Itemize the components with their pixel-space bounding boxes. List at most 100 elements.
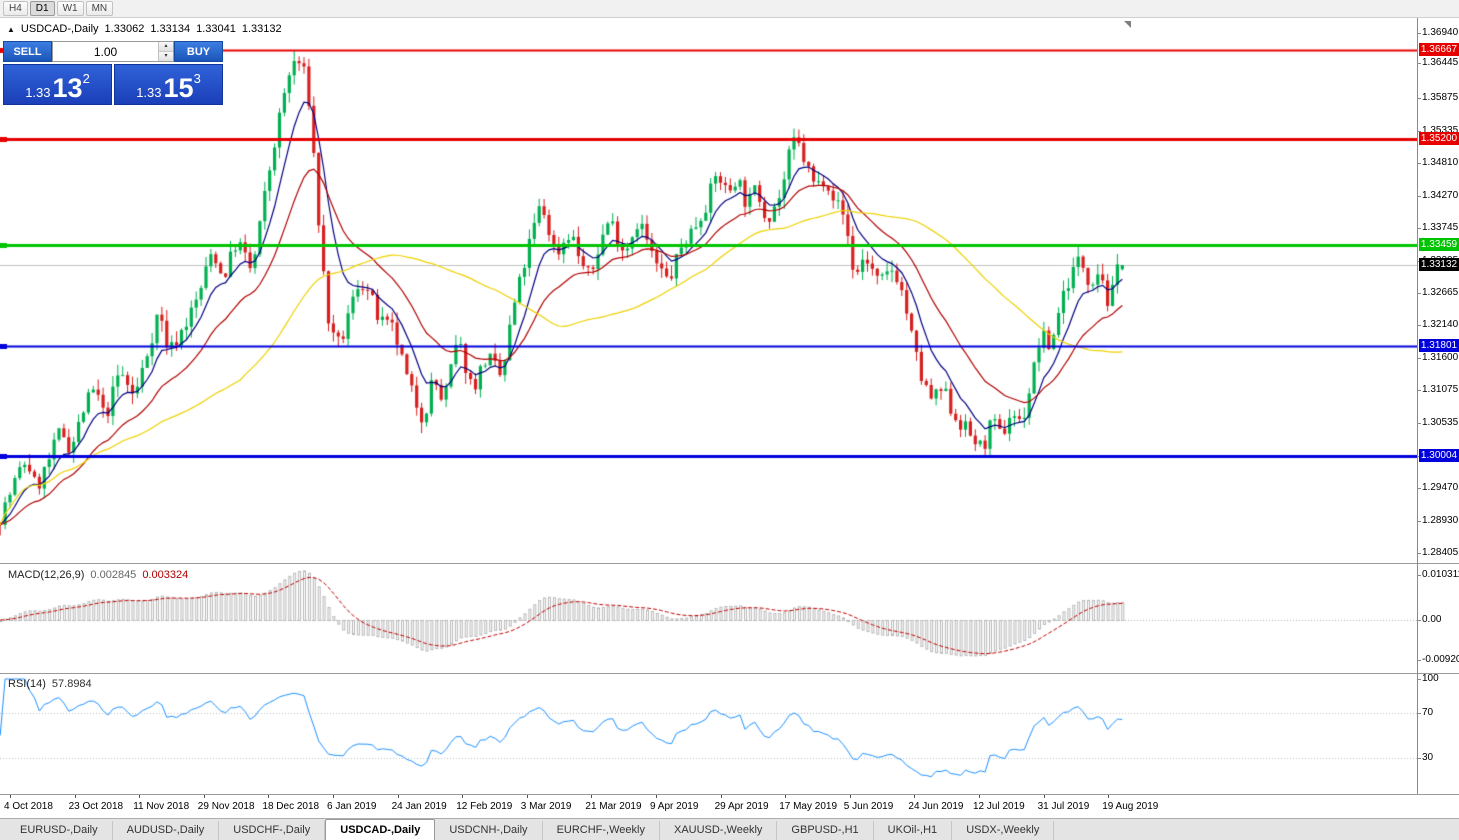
macd-axis-tick <box>1417 575 1421 576</box>
chart-tab-gbpusd-h1[interactable]: GBPUSD-,H1 <box>777 821 874 840</box>
date-axis-tick <box>397 794 399 798</box>
price-axis-tick <box>1417 63 1421 65</box>
chart-tab-usdchf-daily[interactable]: USDCHF-,Daily <box>219 821 326 840</box>
chart-tab-ukoil-h1[interactable]: UKOil-,H1 <box>873 821 953 840</box>
date-axis-tick <box>656 794 657 798</box>
date-axis-tick <box>526 794 528 798</box>
volume-control: ▴ ▾ <box>52 41 174 62</box>
macd-value-main: 0.002845 <box>90 569 137 581</box>
date-axis[interactable]: 4 Oct 2018 23 Oct 2018 11 Nov 2018 29 Nov 2… <box>0 794 1417 818</box>
one-click-toggle-icon[interactable]: ▲ <box>7 24 15 34</box>
price-line-label: 1.35200 <box>1419 132 1459 145</box>
price-axis-tick <box>1417 195 1421 197</box>
date-axis-tick <box>979 794 980 798</box>
buy-price-pips: 15 <box>163 73 194 103</box>
macd-label: MACD(12,26,9) 0.002845 0.003324 <box>8 569 188 581</box>
rsi-axis-label: 100 <box>1422 673 1439 684</box>
macd-indicator-canvas[interactable] <box>0 564 1417 673</box>
sell-price-point: 2 <box>82 71 90 86</box>
price-axis-tick <box>1417 33 1421 34</box>
chart-tab-usdcad-daily[interactable]: USDCAD-,Daily <box>325 819 436 840</box>
chart-tab-eurusd-daily[interactable]: EURUSD-,Daily <box>6 821 113 840</box>
timeframe-button-w1[interactable]: W1 <box>56 1 84 16</box>
chart-shift-marker-icon[interactable] <box>1124 21 1131 28</box>
price-axis-label: 1.29470 <box>1422 482 1459 494</box>
date-axis-label: 6 Jan 2019 <box>327 801 377 812</box>
volume-decrease-button[interactable]: ▾ <box>159 52 173 61</box>
current-price-label: 1.33132 <box>1419 258 1459 271</box>
rsi-panel-separator[interactable] <box>0 673 1459 674</box>
timeframe-button-d1[interactable]: D1 <box>29 1 55 16</box>
rsi-axis-label: 30 <box>1422 752 1434 763</box>
sell-price-pips: 13 <box>52 73 83 103</box>
price-axis-tick <box>1417 488 1421 490</box>
price-axis-label: 1.34270 <box>1422 189 1459 201</box>
chart-tab-bar: EURUSD-,Daily AUDUSD-,Daily USDCHF-,Daily U… <box>0 818 1459 840</box>
date-axis-label: 12 Feb 2019 <box>456 801 513 812</box>
chart-tab-eurchf-weekly[interactable]: EURCHF-,Weekly <box>542 821 660 840</box>
date-axis-label: 24 Jan 2019 <box>391 801 447 812</box>
date-axis-label: 24 Jun 2019 <box>908 801 964 812</box>
chart-tab-audusd-daily[interactable]: AUDUSD-,Daily <box>112 821 220 840</box>
price-axis-tick <box>1417 521 1421 522</box>
price-axis-label: 1.30535 <box>1422 417 1459 429</box>
sell-button[interactable]: SELL <box>3 41 52 62</box>
macd-axis-label: -0.009203 <box>1422 654 1459 666</box>
date-axis-tick <box>139 794 141 798</box>
chart-title-symbol: USDCAD-,Daily <box>20 23 99 35</box>
date-axis-label: 23 Oct 2018 <box>68 801 124 812</box>
sell-price-display[interactable]: 1.33 13 2 <box>3 64 112 105</box>
timeframe-button-mn[interactable]: MN <box>85 1 114 16</box>
price-axis-label: 1.28930 <box>1422 515 1459 526</box>
date-axis-tick <box>1108 794 1110 798</box>
macd-panel-separator[interactable] <box>0 563 1459 564</box>
date-axis-tick <box>785 794 787 798</box>
date-axis-tick <box>849 794 851 798</box>
price-axis-tick <box>1417 162 1421 164</box>
rsi-indicator-canvas[interactable] <box>0 674 1417 794</box>
date-axis-label: 29 Apr 2019 <box>714 801 769 812</box>
ohlc-close: 1.33132 <box>241 23 282 35</box>
price-axis-label: 1.34810 <box>1422 156 1459 168</box>
chart-tab-usdcnh-daily[interactable]: USDCNH-,Daily <box>435 821 543 840</box>
buy-button[interactable]: BUY <box>174 41 223 62</box>
date-axis-tick <box>74 794 76 798</box>
price-axis-tick <box>1417 130 1421 132</box>
buy-price-point: 3 <box>193 71 201 86</box>
price-axis-label: 1.36445 <box>1422 57 1459 69</box>
rsi-axis-label: 70 <box>1422 706 1434 718</box>
price-axis-label: 1.28405 <box>1422 547 1459 558</box>
price-chart-canvas[interactable] <box>0 18 1417 563</box>
price-axis-label: 1.35875 <box>1422 91 1459 103</box>
date-axis-label: 31 Jul 2019 <box>1037 801 1090 812</box>
date-axis-tick <box>591 794 593 798</box>
price-axis-label: 1.35335 <box>1422 124 1459 136</box>
date-axis-tick <box>203 794 205 798</box>
date-axis-tick <box>1043 794 1045 798</box>
date-axis-label: 4 Oct 2018 <box>4 801 53 812</box>
price-axis-tick <box>1417 358 1421 360</box>
ohlc-low: 1.33041 <box>196 23 236 35</box>
volume-increase-button[interactable]: ▴ <box>159 42 173 52</box>
buy-price-display[interactable]: 1.33 15 3 <box>114 64 223 105</box>
price-line-label: 1.33459 <box>1419 238 1459 252</box>
date-axis-label: 19 Aug 2019 <box>1102 801 1159 812</box>
price-axis-label: 1.36940 <box>1422 27 1459 38</box>
chart-tab-xauusd-weekly[interactable]: XAUUSD-,Weekly <box>659 821 778 840</box>
price-axis-label: 1.32665 <box>1422 287 1459 299</box>
date-axis-label: 11 Nov 2018 <box>133 801 190 812</box>
price-axis-label: 1.31600 <box>1422 352 1459 364</box>
volume-spinners: ▴ ▾ <box>158 42 173 61</box>
volume-input[interactable] <box>53 42 158 61</box>
date-axis-label: 21 Mar 2019 <box>585 801 642 812</box>
chart-tab-usdx-weekly[interactable]: USDX-,Weekly <box>952 821 1055 840</box>
date-axis-tick <box>462 794 464 798</box>
price-line-label: 1.36667 <box>1419 42 1459 56</box>
timeframe-button-h4[interactable]: H4 <box>3 1 28 16</box>
date-axis-separator <box>0 794 1459 795</box>
price-axis-tick <box>1417 227 1421 229</box>
price-axis-label: 1.31075 <box>1422 384 1459 396</box>
price-axis-tick <box>1417 293 1421 295</box>
chart-header: ▲ USDCAD-,Daily 1.33062 1.33134 1.33041 … <box>7 23 282 35</box>
